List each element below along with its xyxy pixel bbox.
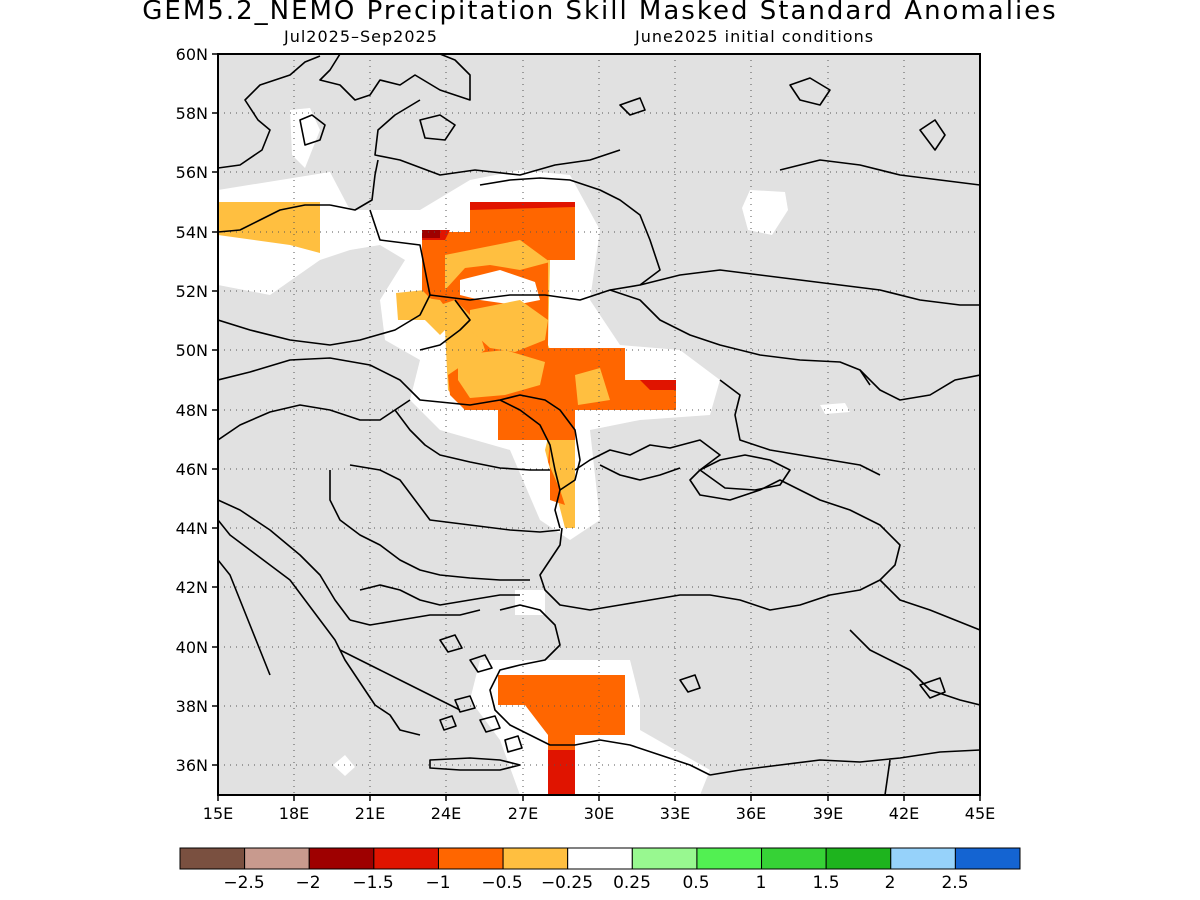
lat-label: 54N [176,223,208,242]
lat-label: 50N [176,341,208,360]
colorbar-swatch [696,847,763,870]
lat-label: 38N [176,697,208,716]
latitude-labels: 60N 58N 56N 54N 52N 50N 48N 46N 44N 42N … [176,45,208,775]
lon-label: 24E [431,804,461,823]
colorbar-swatch [761,847,827,870]
lon-label: 18E [279,804,309,823]
graticule [218,54,980,795]
colorbar-swatch [437,847,504,870]
lat-label: 52N [176,282,208,301]
colorbar-labels: −2.5 −2 −1.5 −1 −0.5 −0.25 0.25 0.5 1 1.… [223,873,968,893]
map-title: GEM5.2_NEMO Precipitation Skill Masked S… [142,0,1058,26]
colorbar-swatch [179,847,246,870]
colorbar-label: −1.5 [352,873,393,893]
colorbar-swatch [890,847,956,870]
lon-label: 39E [813,804,843,823]
lon-label: 33E [660,804,690,823]
anomaly-shading [218,54,980,795]
colorbar-swatch [308,847,375,870]
lat-label: 56N [176,163,208,182]
colorbar-label: 0.25 [613,873,651,893]
colorbar-swatch [631,847,698,870]
orange-areas [405,202,676,795]
lon-label: 15E [203,804,233,823]
lon-label: 45E [965,804,995,823]
colorbar-label: 2 [885,873,896,893]
lat-label: 40N [176,638,208,657]
colorbar-label: −0.5 [481,873,522,893]
longitude-labels: 15E 18E 21E 24E 27E 30E 33E 36E 39E 42E … [203,804,995,823]
lat-label: 42N [176,578,208,597]
initial-conditions: June2025 initial conditions [635,27,875,46]
colorbar-label: 1.5 [812,873,839,893]
coastlines-and-borders [218,54,980,795]
forecast-period: Jul2025–Sep2025 [284,27,438,46]
colorbar-swatch [567,847,633,870]
lon-label: 27E [508,804,538,823]
lon-label: 42E [889,804,919,823]
lat-label: 46N [176,460,208,479]
colorbar [179,847,1021,870]
colorbar-swatch [373,847,439,870]
colorbar-label: −2.5 [223,873,264,893]
colorbar-label: 1 [756,873,767,893]
colorbar-label: 2.5 [941,873,968,893]
lat-label: 58N [176,104,208,123]
axis-ticks [212,53,981,801]
lat-label: 48N [176,401,208,420]
colorbar-label: −0.25 [541,873,593,893]
lon-label: 36E [736,804,766,823]
lat-label: 44N [176,519,208,538]
colorbar-label: 0.5 [682,873,709,893]
dark-red-areas [422,230,440,238]
lat-label: 60N [176,45,208,64]
lon-label: 30E [584,804,614,823]
colorbar-swatch [502,847,569,870]
colorbar-swatch [954,847,1021,870]
lat-label: 36N [176,756,208,775]
colorbar-swatch [825,847,892,870]
lon-label: 21E [355,804,385,823]
colorbar-label: −1 [425,873,450,893]
colorbar-swatch [244,847,310,870]
colorbar-label: −2 [295,873,320,893]
